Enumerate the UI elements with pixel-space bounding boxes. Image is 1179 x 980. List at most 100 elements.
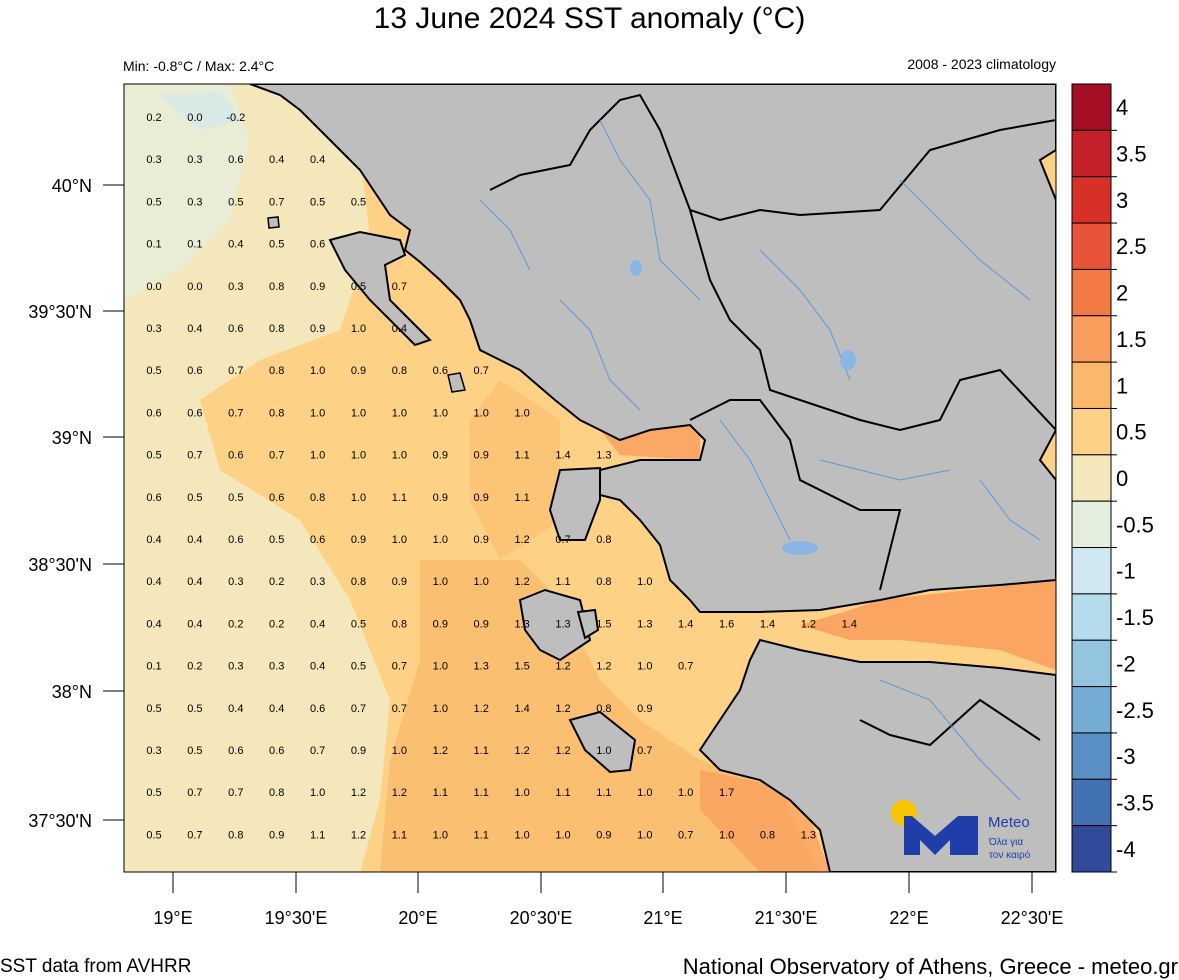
sst-value: 0.8 <box>596 576 611 588</box>
sst-value: 1.1 <box>474 745 489 757</box>
sst-value: 0.9 <box>269 829 284 841</box>
sst-value: 0.5 <box>269 239 284 251</box>
colorbar-label: 1.5 <box>1116 327 1147 352</box>
lon-tick-label: 22°E <box>889 908 928 928</box>
sst-value: 0.7 <box>310 745 325 757</box>
sst-value: 0.9 <box>433 450 448 462</box>
sst-value: 0.4 <box>146 534 161 546</box>
near-zero-zone <box>124 84 250 300</box>
colorbar-swatch <box>1071 361 1112 409</box>
sst-value: 0.9 <box>637 703 652 715</box>
corfu-island <box>328 230 432 347</box>
sst-value: 0.8 <box>228 829 243 841</box>
sst-value: 0.6 <box>310 534 325 546</box>
sst-value: 1.0 <box>474 576 489 588</box>
lon-tick-label: 20°E <box>398 908 437 928</box>
colorbar-label: 1 <box>1116 373 1128 398</box>
colorbar-swatch <box>1071 315 1112 363</box>
sst-value: 0.3 <box>146 323 161 335</box>
sst-value: 1.2 <box>801 618 816 630</box>
sst-value: 1.4 <box>842 618 857 630</box>
sst-value: 1.0 <box>678 787 693 799</box>
colorbar-swatch <box>1071 268 1112 317</box>
sst-value: 0.5 <box>146 787 161 799</box>
sst-value: 0.4 <box>187 323 202 335</box>
colorbar-swatch <box>1071 825 1112 873</box>
map-title: 13 June 2024 SST anomaly (°C) <box>373 2 806 35</box>
min-max-label: Min: -0.8°C / Max: 2.4°C <box>123 58 275 74</box>
colorbar-swatch <box>1071 639 1112 688</box>
sst-value: 0.9 <box>351 365 366 377</box>
sst-value: 1.4 <box>555 450 570 462</box>
colorbar-label: 3.5 <box>1116 142 1147 167</box>
sst-value: 0.4 <box>187 576 202 588</box>
sst-value: 0.5 <box>351 281 366 293</box>
sst-value: 0.3 <box>228 576 243 588</box>
cool-anomaly-zone <box>124 84 390 872</box>
sst-value: 0.5 <box>146 196 161 208</box>
sst-value: 1.0 <box>719 829 734 841</box>
sst-value: 0.9 <box>351 745 366 757</box>
sst-value: 0.5 <box>228 196 243 208</box>
zakynthos-island <box>568 710 637 774</box>
sst-value: 0.7 <box>474 365 489 377</box>
sst-value: 0.3 <box>187 196 202 208</box>
sst-value: 1.4 <box>678 618 693 630</box>
sst-value: 1.0 <box>310 450 325 462</box>
colorbar-label: -4 <box>1116 837 1136 862</box>
sst-value: 0.8 <box>310 492 325 504</box>
sst-value: 0.9 <box>392 576 407 588</box>
sst-value: 1.0 <box>514 787 529 799</box>
sst-value: 1.1 <box>555 576 570 588</box>
colorbar-label: -1 <box>1116 559 1136 584</box>
sst-value: 0.0 <box>146 281 161 293</box>
sst-value: 0.7 <box>392 281 407 293</box>
logo-name: Meteo <box>988 814 1030 831</box>
colorbar-swatch <box>1071 83 1112 131</box>
sst-value: 0.5 <box>351 196 366 208</box>
colorbar-swatch <box>1071 129 1112 178</box>
sst-value: 1.0 <box>637 576 652 588</box>
sst-value: 0.5 <box>187 703 202 715</box>
sst-value: 1.6 <box>719 618 734 630</box>
sst-value: 0.7 <box>269 450 284 462</box>
sst-value: 0.8 <box>269 407 284 419</box>
sst-value: 0.4 <box>310 661 325 673</box>
sst-value: 0.7 <box>228 365 243 377</box>
colorbar-swatch <box>1071 454 1112 502</box>
sst-value: 1.0 <box>637 787 652 799</box>
sst-value: 0.3 <box>146 745 161 757</box>
sst-value: 0.6 <box>310 239 325 251</box>
sst-value: 0.5 <box>146 450 161 462</box>
region-border <box>689 209 1056 432</box>
lon-tick-label: 19°30'E <box>265 908 328 928</box>
sst-value: 1.2 <box>555 745 570 757</box>
sst-value: 0.6 <box>228 450 243 462</box>
sst-value: 1.0 <box>392 745 407 757</box>
sst-value: 1.2 <box>514 576 529 588</box>
sst-value: 0.6 <box>228 154 243 166</box>
colorbar-label: -3 <box>1116 744 1136 769</box>
sst-value: 0.5 <box>310 196 325 208</box>
sst-value: 0.9 <box>474 618 489 630</box>
climatology-label: 2008 - 2023 climatology <box>907 56 1056 72</box>
sst-value: 0.5 <box>269 534 284 546</box>
sst-value: 0.3 <box>187 154 202 166</box>
colorbar-label: 0.5 <box>1116 420 1147 445</box>
sst-value: 1.2 <box>555 661 570 673</box>
colorbar-label: 2 <box>1116 281 1128 306</box>
sst-value: 0.6 <box>146 407 161 419</box>
colorbar-label: -2 <box>1116 651 1136 676</box>
sst-value: 1.0 <box>351 450 366 462</box>
sst-value: 1.3 <box>555 618 570 630</box>
region-border-2 <box>689 399 902 591</box>
sst-value: 0.8 <box>269 281 284 293</box>
plot-frame <box>123 83 1057 873</box>
lat-tick-label: 37°30'N <box>28 811 92 831</box>
lat-tick-label: 39°N <box>52 428 92 448</box>
sst-value: 1.3 <box>596 450 611 462</box>
sst-value: 1.0 <box>392 407 407 419</box>
data-source-label: SST data from AVHRR <box>0 956 192 977</box>
sst-value: 0.2 <box>187 661 202 673</box>
sst-value: 0.5 <box>187 745 202 757</box>
